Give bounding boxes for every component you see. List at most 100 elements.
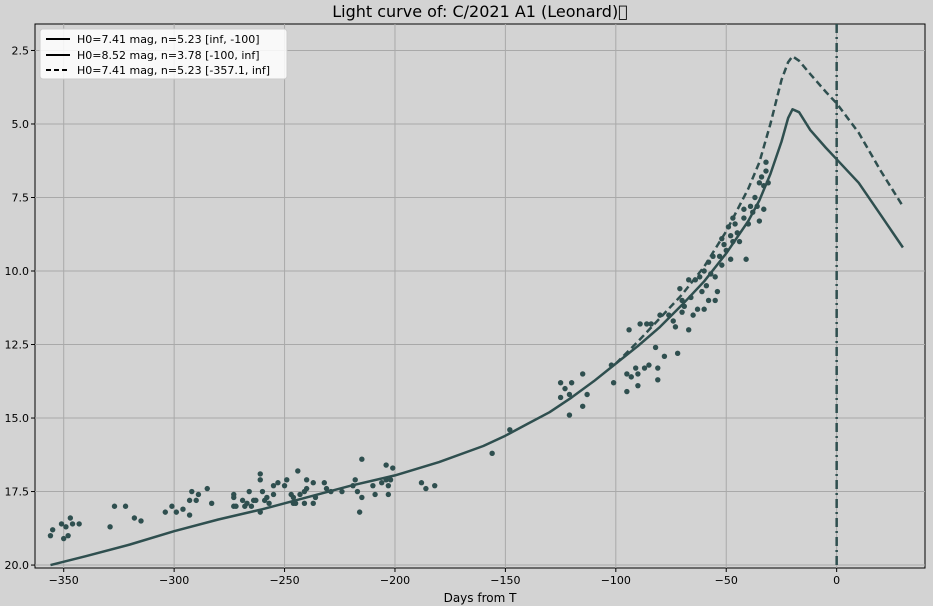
observation-point [557, 394, 564, 401]
observation-point [423, 485, 429, 492]
observation-point [359, 456, 365, 462]
observation-point [244, 500, 250, 507]
observation-point [58, 521, 65, 527]
model-curve-3 [614, 55, 904, 365]
observation-point [189, 488, 195, 495]
observation-point [297, 491, 303, 498]
observation-point [743, 256, 749, 262]
observation-point [727, 233, 734, 239]
observation-point [736, 238, 743, 245]
observation-point [208, 500, 215, 507]
observation-point [752, 194, 758, 201]
observation-point [259, 488, 266, 495]
observation-point [253, 497, 259, 504]
observation-point [685, 327, 692, 333]
observation-point [67, 515, 74, 521]
observation-point [635, 382, 641, 389]
observation-point [49, 527, 56, 533]
observation-point [379, 480, 385, 486]
observation-point [699, 288, 705, 295]
chart-title: Light curve of: C/2021 A1 (Leonard)  [332, 2, 628, 21]
observation-point [641, 365, 648, 371]
observation-point [732, 221, 738, 227]
x-axis-ticks: −350 −300 −250 −200 −150 −100 −50 0 [49, 568, 840, 587]
observation-point [584, 391, 590, 398]
observation-point [610, 380, 617, 386]
y-tick-label: 2.5 [12, 44, 30, 57]
model-curve-1 [50, 362, 617, 567]
x-tick-label: −50 [715, 574, 738, 587]
plot-content [47, 24, 904, 568]
x-tick-label: −300 [159, 574, 189, 587]
observation-point [385, 491, 392, 498]
observation-point [281, 482, 288, 489]
legend-label-3: H0=7.41 mag, n=5.23 [-357.1, inf] [77, 64, 270, 77]
observation-point [65, 532, 71, 539]
observation-point [701, 306, 707, 312]
observation-point [47, 532, 54, 539]
observation-point [566, 412, 573, 418]
observation-point [624, 371, 630, 377]
x-tick-label: −150 [490, 574, 520, 587]
observation-point [303, 477, 310, 483]
observation-point [257, 477, 263, 483]
observation-point [761, 206, 767, 212]
observation-point [257, 471, 263, 477]
observation-point [383, 462, 389, 468]
observation-point [721, 241, 727, 248]
observation-point [107, 524, 113, 530]
grid-lines [35, 24, 925, 568]
x-tick-label: 0 [833, 574, 840, 587]
observation-point [266, 500, 272, 507]
observation-point [685, 277, 692, 283]
observation-point [697, 274, 703, 280]
x-tick-label: −250 [269, 574, 299, 587]
observation-point [270, 482, 277, 489]
observation-point [356, 509, 363, 515]
x-tick-label: −100 [601, 574, 631, 587]
observation-point [390, 465, 396, 471]
observation-point [186, 512, 193, 518]
observation-point [756, 180, 763, 186]
observation-point [763, 159, 769, 165]
observation-point [648, 321, 654, 327]
observation-point [339, 488, 345, 495]
y-tick-label: 5.0 [12, 118, 30, 131]
observation-point [76, 521, 82, 527]
observation-point [652, 344, 659, 351]
observation-point [655, 377, 661, 383]
observation-point [323, 485, 330, 492]
observation-point [712, 297, 718, 304]
observation-point [632, 365, 639, 371]
observation-point [372, 491, 378, 498]
observation-point [679, 309, 685, 315]
y-tick-label: 20.0 [5, 559, 30, 572]
y-axis-ticks: 2.5 5.0 7.5 10.0 12.5 15.0 17.5 20.0 [5, 44, 35, 572]
plot-area [34, 23, 926, 569]
observation-point [321, 480, 328, 486]
observation-point [275, 480, 281, 486]
observation-point [703, 283, 710, 289]
observation-point [690, 312, 696, 318]
observation-point [248, 503, 255, 509]
observation-point [637, 321, 643, 327]
observation-point [714, 288, 721, 295]
observation-point [111, 503, 118, 509]
legend-label-1: H0=7.41 mag, n=5.23 [inf, -100] [77, 33, 260, 46]
observation-point [741, 206, 747, 212]
observation-point [677, 285, 683, 292]
observation-point [387, 477, 394, 483]
observation-point [507, 427, 513, 433]
observation-point [489, 450, 495, 457]
observation-point [672, 324, 679, 330]
observation-point [566, 391, 573, 398]
observation-point [719, 262, 725, 268]
observation-point [626, 327, 632, 333]
observation-point [295, 468, 301, 474]
observation-point [186, 497, 193, 504]
observation-point [579, 371, 586, 377]
observation-point [661, 353, 668, 359]
observation-point [644, 321, 650, 327]
observation-point [674, 350, 681, 357]
